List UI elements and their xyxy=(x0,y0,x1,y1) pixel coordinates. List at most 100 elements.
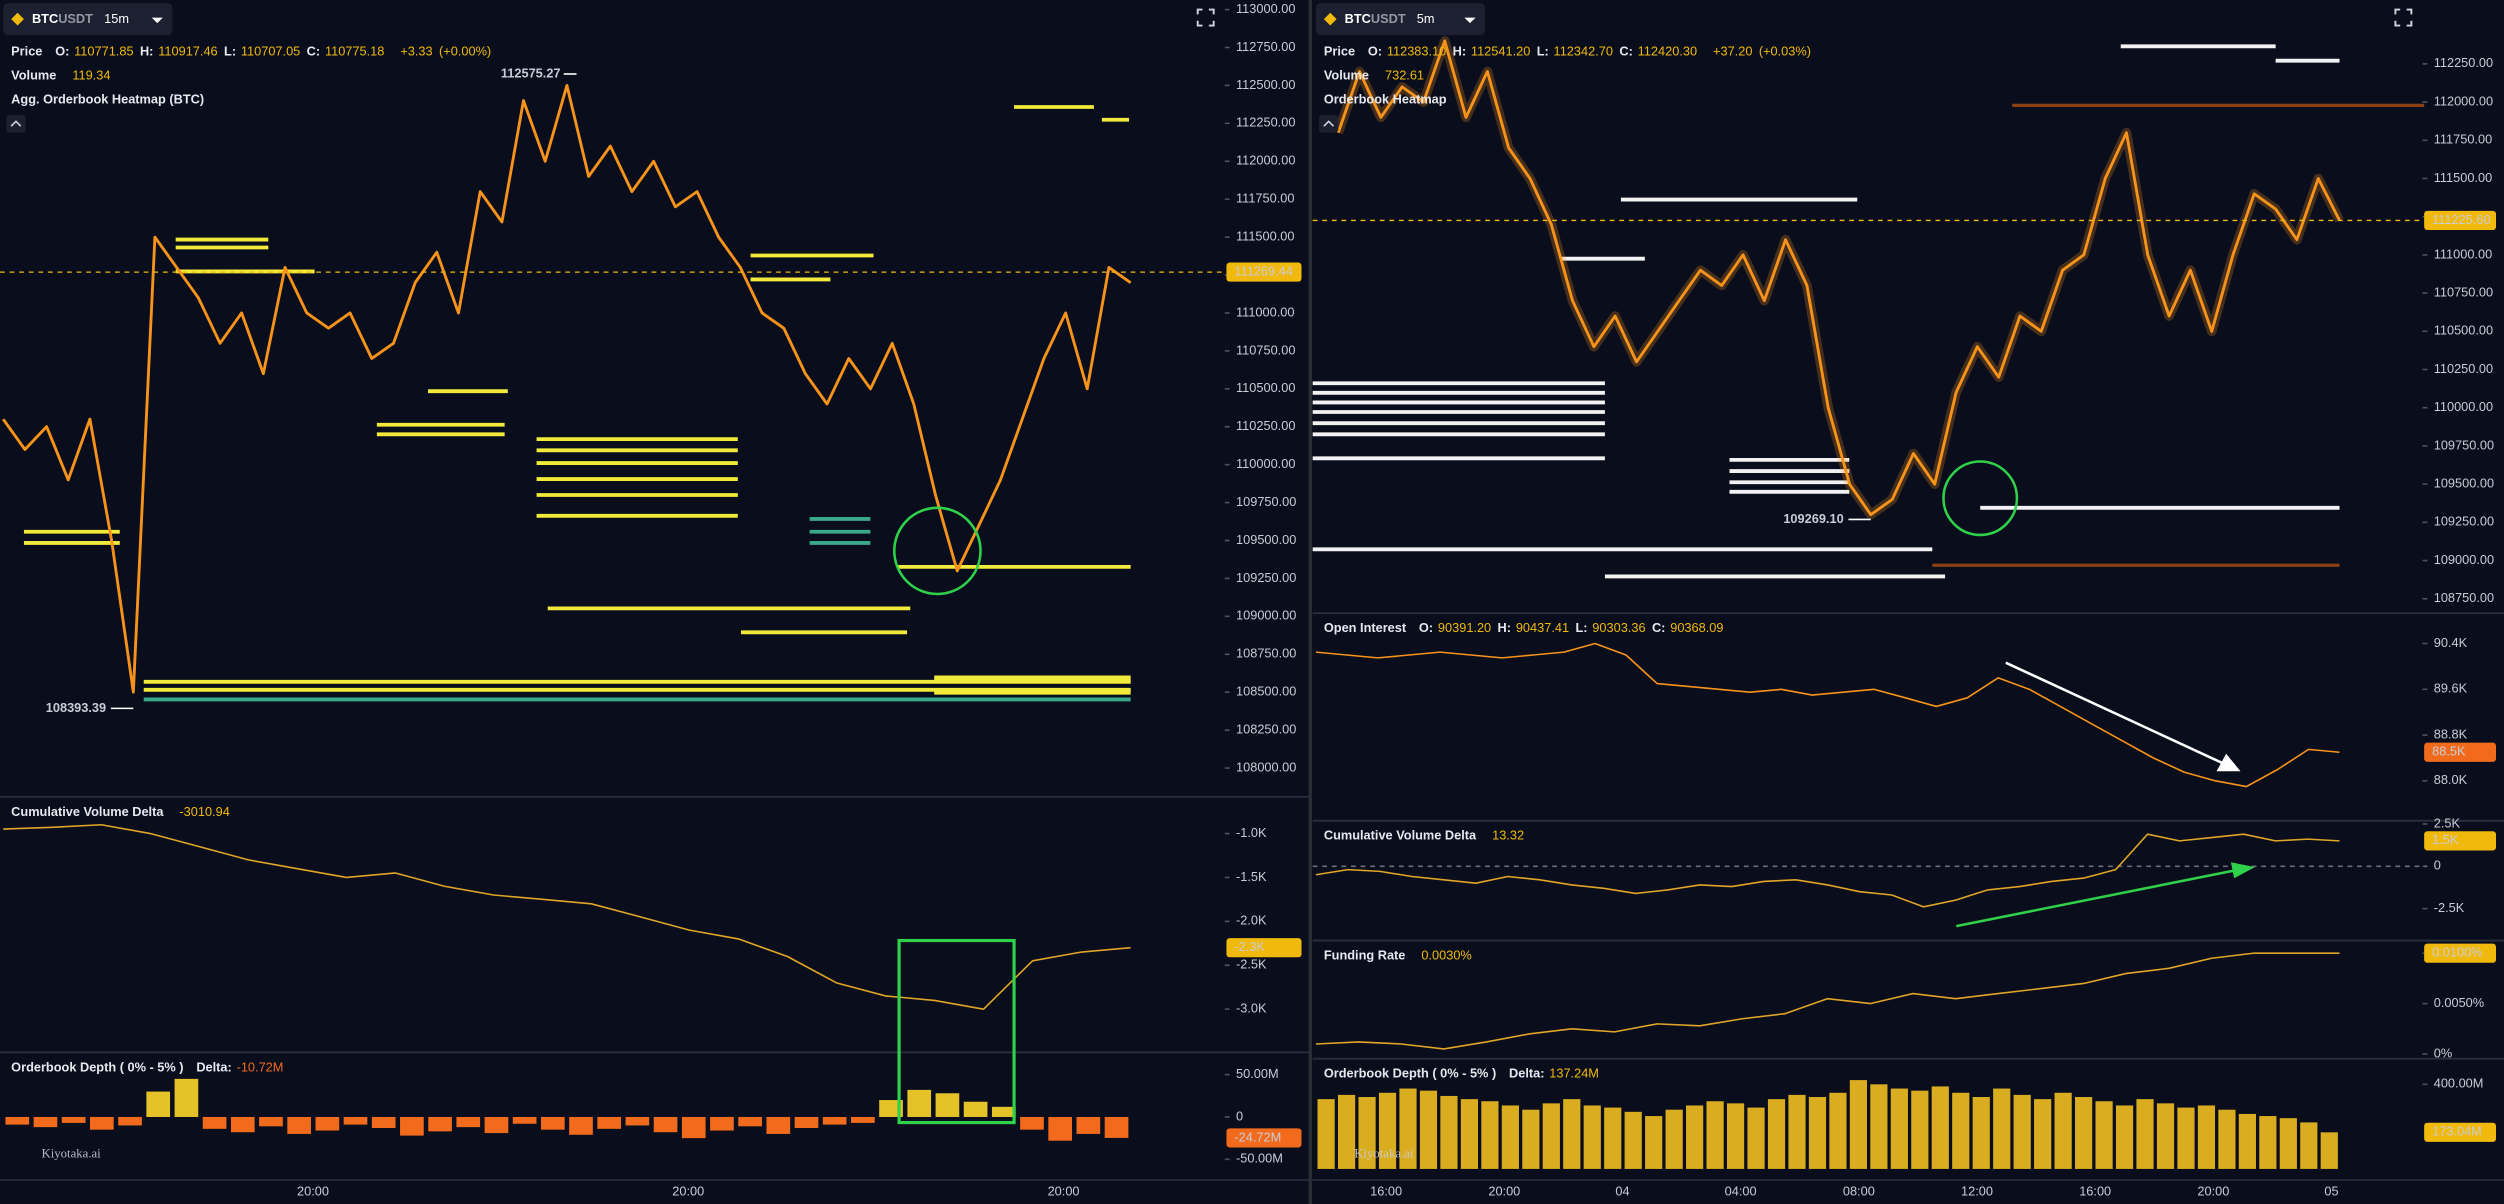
y-tick-label: 112750.00 xyxy=(1236,39,1295,54)
bar xyxy=(1020,1116,1044,1130)
header-label: Orderbook Depth ( 0% - 5% ) xyxy=(11,1060,183,1075)
header-label: Price xyxy=(11,44,42,59)
readout-key: Delta: xyxy=(196,1060,231,1075)
y-tick-label: 0.0050% xyxy=(2434,995,2484,1010)
collapse-button[interactable] xyxy=(1319,114,1339,133)
bar xyxy=(1501,1105,1519,1169)
pane: 108000.00 108250.00 108500.00 108750.00 1090… xyxy=(0,1,1310,798)
bar xyxy=(2095,1101,2113,1169)
y-tick-label: 0 xyxy=(1236,1108,1243,1123)
symbol-base: BTC xyxy=(32,11,58,26)
bar xyxy=(1563,1099,1581,1169)
annotations xyxy=(893,460,2255,1125)
readout-key: C: xyxy=(307,44,320,59)
readout-value: 90303.36 xyxy=(1592,621,1645,636)
bar xyxy=(625,1116,650,1126)
bar xyxy=(1604,1107,1622,1169)
y-tick-label: 110500.00 xyxy=(1236,380,1295,395)
y-tick-label: 109250.00 xyxy=(2434,514,2494,529)
readout-value: 112420.30 xyxy=(1638,44,1697,59)
readout-value: -3010.94 xyxy=(179,804,229,819)
y-tick-label: 0 xyxy=(2434,858,2441,873)
last-value-label: 111269.44 xyxy=(1234,263,1292,278)
y-tick-label: 111500.00 xyxy=(2434,170,2492,185)
bar xyxy=(1808,1097,1827,1169)
bar xyxy=(1890,1088,1908,1169)
x-tick-label: 20:00 xyxy=(2197,1183,2229,1198)
bar xyxy=(2238,1113,2256,1169)
interval: 15m xyxy=(104,11,129,26)
heatmap-levels xyxy=(23,44,2425,702)
symbol-base: BTC xyxy=(1345,11,1371,26)
symbol-icon xyxy=(11,12,24,26)
header-label: Funding Rate xyxy=(1324,948,1406,963)
bar xyxy=(118,1116,142,1126)
collapse-icon xyxy=(10,120,22,127)
bar xyxy=(1706,1101,1724,1169)
bar xyxy=(484,1116,509,1134)
bar xyxy=(879,1100,903,1117)
bar xyxy=(1993,1088,2011,1169)
header-line: Funding Rate 0.0030% xyxy=(1324,948,1472,963)
readout-value: (+0.03%) xyxy=(1759,44,1811,59)
bar xyxy=(1849,1080,1868,1169)
x-tick-label: 16:00 xyxy=(2079,1183,2111,1198)
bar xyxy=(1542,1103,1560,1169)
y-tick-label: -2.5K xyxy=(2434,900,2465,915)
y-tick-label: 108500.00 xyxy=(1236,684,1296,699)
bar xyxy=(681,1116,706,1139)
last-value-label: -2.3K xyxy=(1234,939,1265,954)
symbol-icon xyxy=(1323,12,1337,26)
readout-value: 110707.05 xyxy=(241,44,300,59)
readout-value: 732.61 xyxy=(1385,68,1424,83)
last-value-tag xyxy=(1226,1128,1302,1148)
bar xyxy=(907,1089,932,1117)
pane: 90.4K 89.6K 88.8K 88.0K 88.5K Open Interest O:… xyxy=(1312,621,2504,822)
y-tick-label: 109500.00 xyxy=(1236,532,1296,547)
y-tick-label: 50.00M xyxy=(1236,1066,1279,1081)
bar xyxy=(456,1116,481,1128)
y-tick-label: 112250.00 xyxy=(1236,115,1295,130)
highlight-circle xyxy=(1942,460,2019,537)
header-label: Price xyxy=(1324,44,1355,59)
arrow xyxy=(1955,869,2236,928)
x-tick-label: 20:00 xyxy=(672,1183,704,1198)
readout-key: H: xyxy=(1498,621,1511,636)
y-tick-label: 89.6K xyxy=(2434,681,2468,696)
readout-key: Delta: xyxy=(1509,1066,1544,1081)
bar xyxy=(2156,1103,2175,1169)
header-label: Volume xyxy=(1324,68,1369,83)
header-line: Price O: 112383.10 H: 112541.20 L: 112342.70 C:… xyxy=(1324,44,1811,59)
y-tick-label: 109500.00 xyxy=(2434,476,2494,491)
readout-value: (+0.00%) xyxy=(439,44,491,59)
y-tick-label: 109750.00 xyxy=(1236,494,1296,509)
pane: 2.5K 0 -2.5K 1.5K Cumulative Volume Delta 13.… xyxy=(1312,815,2504,942)
pane: 0.0100%0.0050%0%0.0100%Funding Rate0.003… xyxy=(1312,943,2504,1060)
last-value-label: 0.0100% xyxy=(2432,945,2482,960)
collapse-button[interactable] xyxy=(6,114,26,133)
symbol-selector[interactable] xyxy=(1315,3,1486,36)
readout-value: 112383.10 xyxy=(1387,44,1446,59)
readout-key: L: xyxy=(1575,621,1587,636)
fullscreen-button[interactable] xyxy=(1196,8,1215,27)
y-tick-label: 110750.00 xyxy=(2434,284,2493,299)
y-tick-label: 109000.00 xyxy=(2434,552,2494,567)
readout-key: H: xyxy=(140,44,153,59)
pane: 108750.00 109000.00 109250.00 109500.00 1097… xyxy=(1312,3,2504,615)
readout-key: H: xyxy=(1453,44,1466,59)
bar xyxy=(174,1078,199,1117)
series-line xyxy=(1336,39,2341,517)
readout-value: -10.72M xyxy=(237,1060,284,1075)
y-tick-label: -2.0K xyxy=(1236,913,1267,928)
symbol-selector[interactable] xyxy=(3,3,173,36)
header-line: Orderbook Depth ( 0% - 5% ) Delta: -10.72M xyxy=(11,1060,283,1075)
bar xyxy=(822,1116,847,1125)
bar xyxy=(1931,1086,1949,1169)
fullscreen-button[interactable] xyxy=(2394,8,2413,27)
bar xyxy=(2177,1107,2195,1169)
last-value-label: 173.04M xyxy=(2432,1124,2482,1139)
last-value-tag xyxy=(2424,943,2497,963)
interval-caret xyxy=(151,17,163,24)
bar xyxy=(230,1116,255,1133)
